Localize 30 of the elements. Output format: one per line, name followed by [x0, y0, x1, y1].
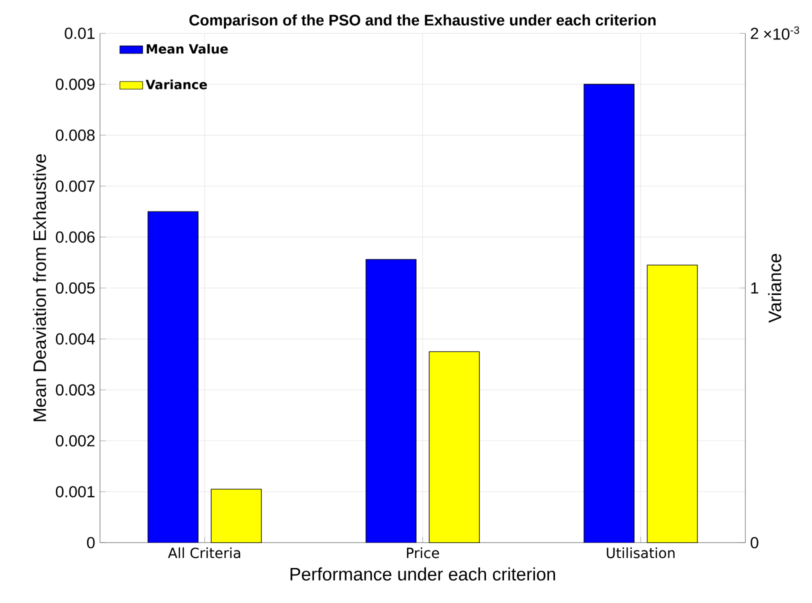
- y-tick-label: 0.006: [56, 232, 95, 243]
- y2-tick-label: 1: [751, 282, 758, 294]
- y-tick-label: 0.002: [56, 435, 94, 447]
- y-tick-label: 0.008: [56, 130, 95, 142]
- x-axis-title: Performance under each criterion: [290, 568, 556, 581]
- y2-axis-title: Variance: [768, 254, 782, 323]
- y2-tick-label: 0: [750, 537, 758, 548]
- y-tick-label: 0.001: [56, 486, 95, 498]
- bar: [428, 351, 480, 544]
- y-tick-label: 0.005: [56, 282, 95, 294]
- bar: [584, 84, 634, 543]
- bar: [148, 211, 198, 543]
- y2-tick-label: 2: [750, 28, 758, 40]
- legend-label: Mean Value: [146, 44, 228, 54]
- y-tick-label: 0: [87, 537, 95, 548]
- x-tick-label: Utilisation: [606, 548, 675, 558]
- x-tick-label: All Criteria: [168, 548, 240, 558]
- y-axis-title: Mean Deaviation from Exhaustive: [32, 154, 46, 422]
- y-tick-label: 0.009: [56, 78, 95, 90]
- x-tick-label: Price: [406, 548, 440, 558]
- chart-title: Comparison of the PSO and the Exhaustive under each criterion: [189, 14, 656, 29]
- bar: [646, 264, 698, 544]
- bar: [366, 259, 416, 543]
- text: ×10$^{-3}$: [764, 26, 800, 40]
- y-tick-label: 0.003: [56, 384, 95, 396]
- y-tick-label: 0.007: [56, 180, 94, 192]
- y-tick-label: 0.004: [56, 333, 95, 345]
- bar: [210, 489, 262, 544]
- y-tick-label: 0.01: [64, 28, 95, 40]
- legend-label: Variance: [146, 80, 207, 90]
